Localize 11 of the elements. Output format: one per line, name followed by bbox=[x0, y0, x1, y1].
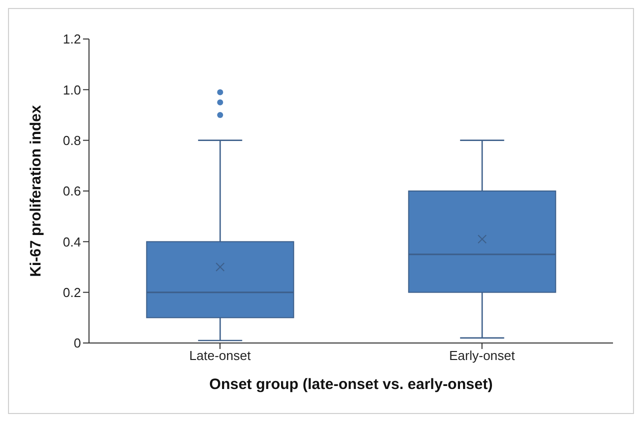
y-tick-label: 0 bbox=[74, 336, 81, 351]
x-tick-label: Late-onset bbox=[189, 348, 252, 364]
x-tick-label: Early-onset bbox=[449, 348, 516, 364]
y-tick-label: 0.6 bbox=[62, 184, 81, 199]
y-tick-label: 1.2 bbox=[62, 32, 81, 47]
x-axis-title: Onset group (late-onset vs. early-onset) bbox=[209, 376, 493, 393]
y-axis-title: Ki-67 proliferation index bbox=[27, 104, 44, 277]
y-tick-label: 0.4 bbox=[62, 234, 81, 250]
y-tick-label: 1.0 bbox=[62, 82, 81, 98]
y-tick-label: 0.8 bbox=[62, 132, 81, 148]
y-tick-label: 0.2 bbox=[62, 284, 81, 300]
